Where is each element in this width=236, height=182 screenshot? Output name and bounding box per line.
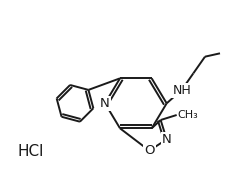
- Text: HCl: HCl: [17, 144, 44, 159]
- Text: N: N: [162, 133, 172, 146]
- Text: N: N: [100, 97, 110, 110]
- Text: O: O: [144, 144, 155, 157]
- Text: NH: NH: [172, 84, 191, 96]
- Text: CH₃: CH₃: [178, 110, 198, 120]
